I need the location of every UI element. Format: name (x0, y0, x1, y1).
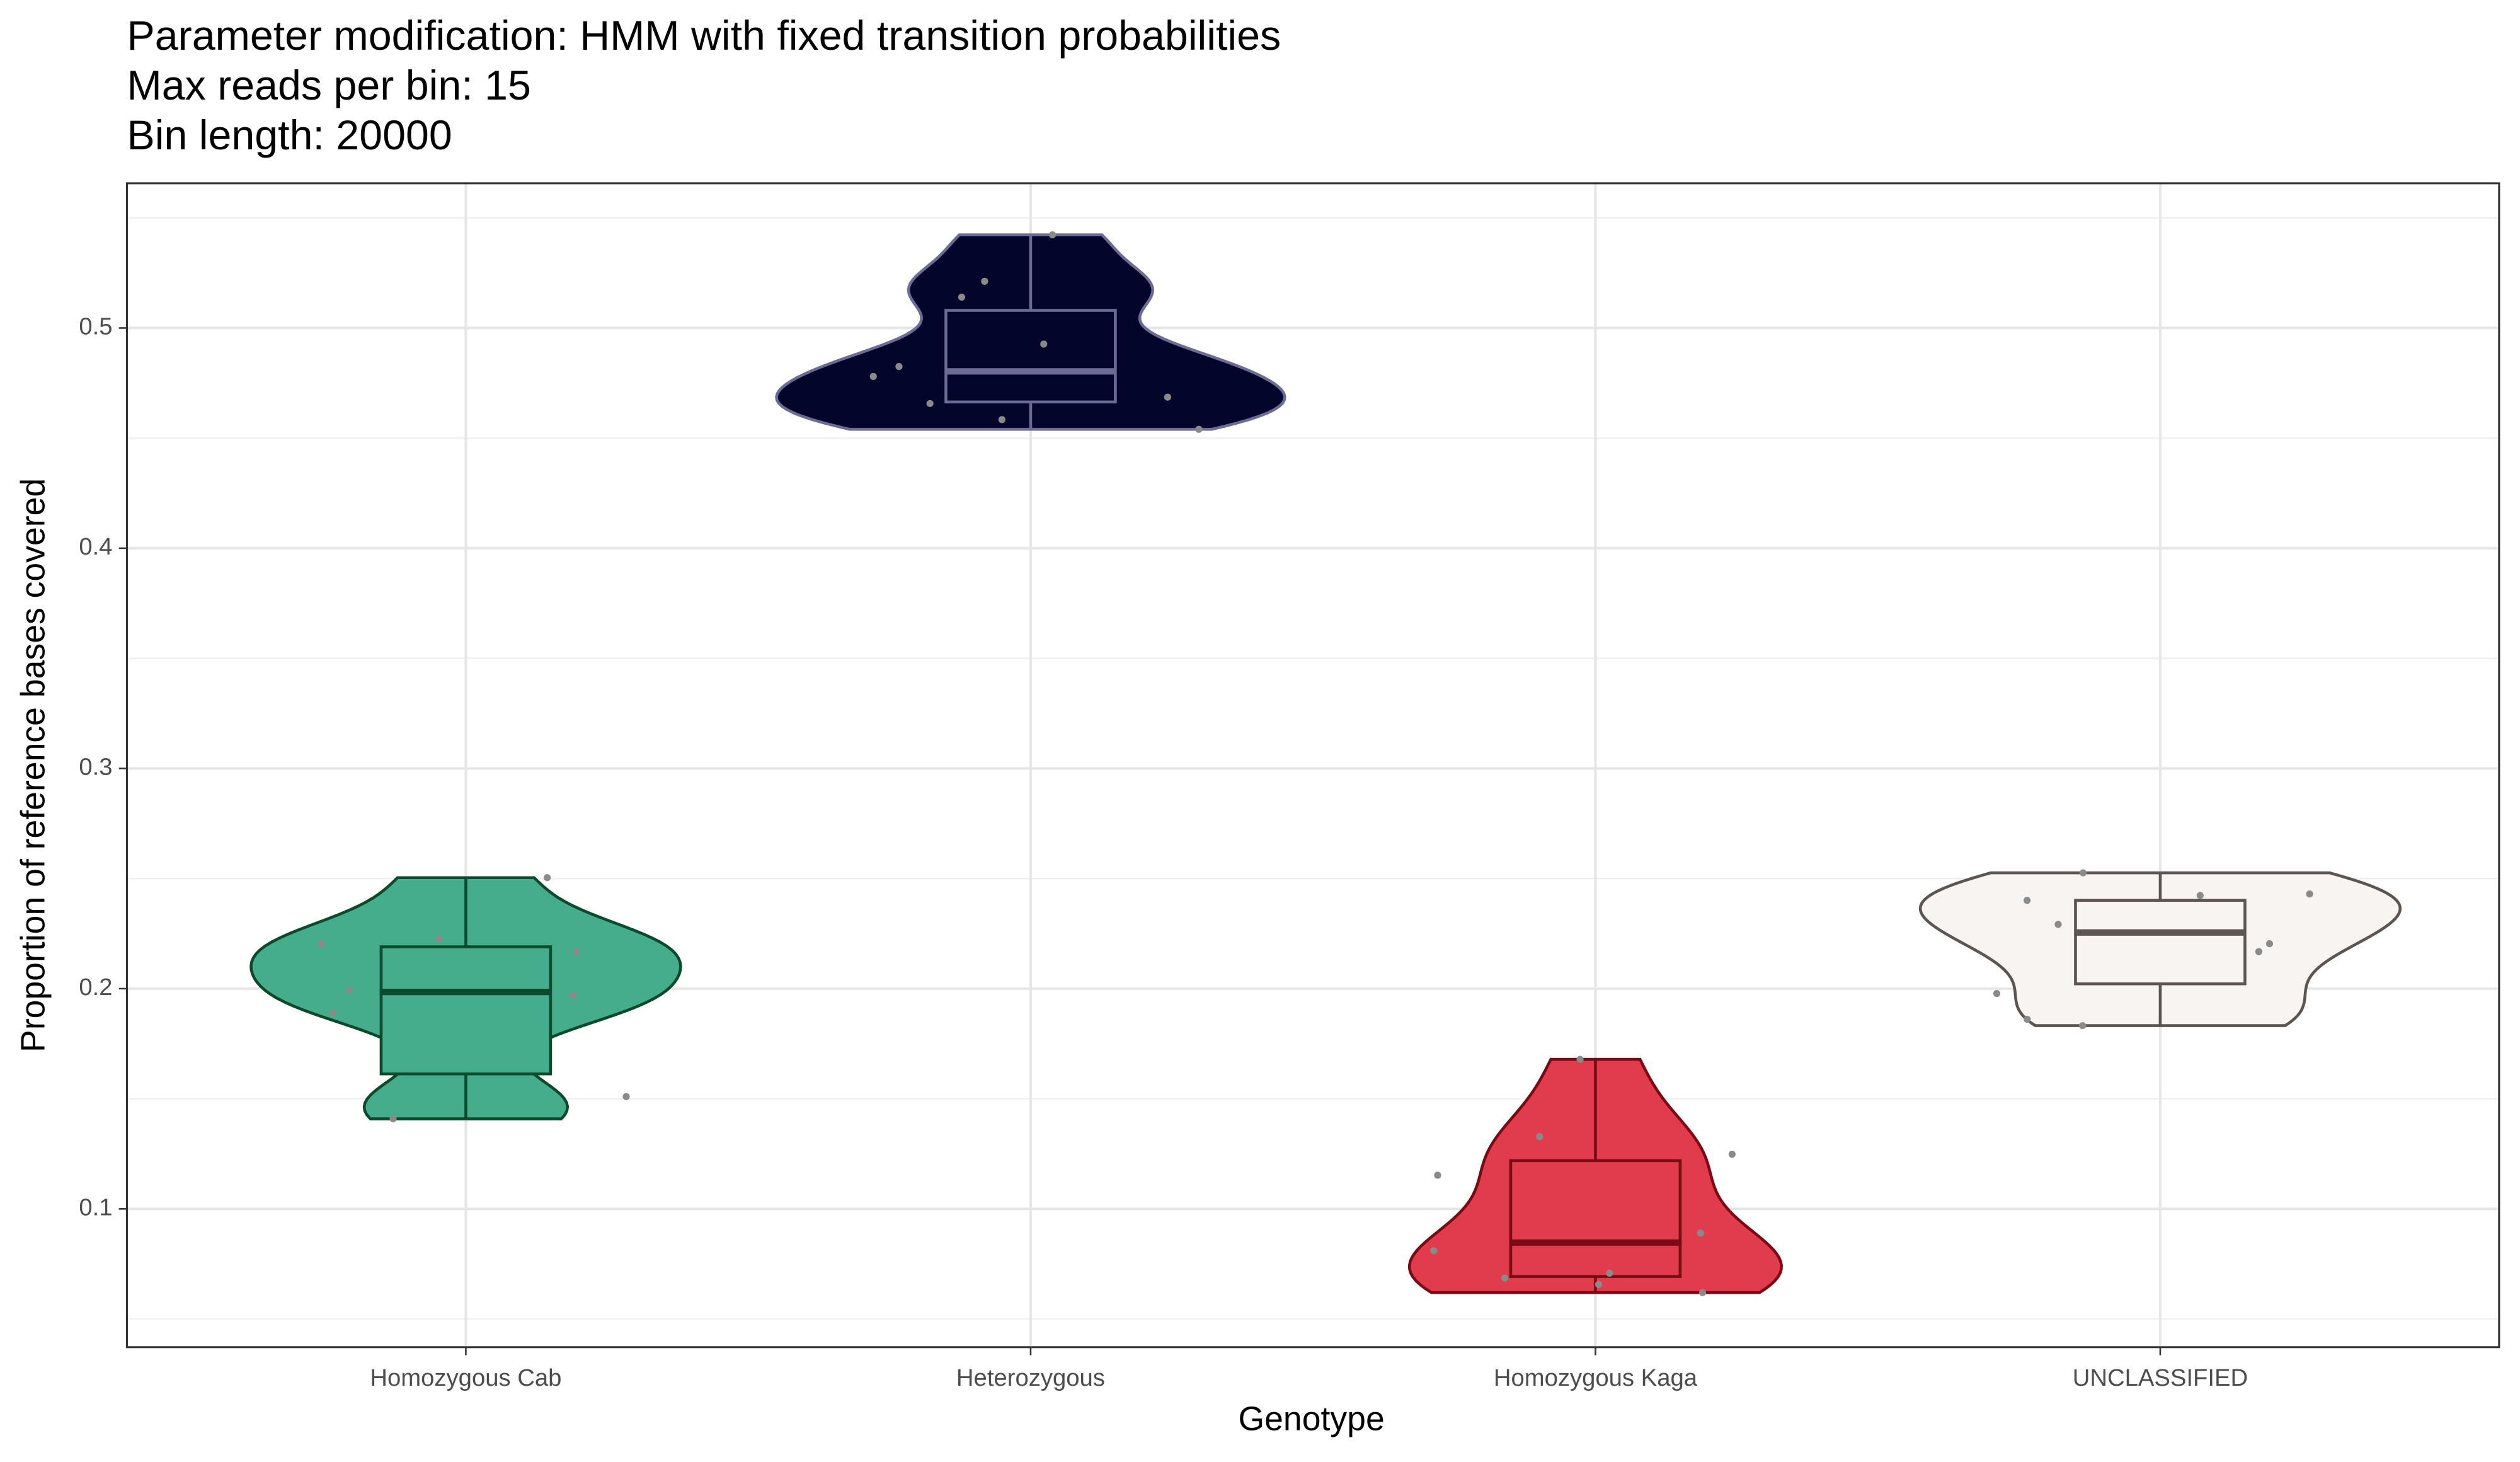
point (869, 372, 877, 380)
point (1164, 393, 1171, 401)
point (981, 277, 988, 285)
point (389, 1115, 397, 1123)
point (1434, 1171, 1441, 1179)
point (895, 363, 903, 371)
point (1040, 340, 1048, 348)
point (1728, 1151, 1736, 1158)
point (1195, 425, 1203, 433)
x-tick-label: Heterozygous (956, 1364, 1105, 1391)
y-tick-label: 0.1 (79, 1194, 112, 1221)
point (1536, 1133, 1544, 1141)
point (1576, 1056, 1584, 1063)
point (318, 940, 325, 948)
point (569, 991, 576, 999)
box (379, 945, 553, 1076)
point (2054, 921, 2062, 928)
point (1697, 1229, 1704, 1237)
point (1698, 1289, 1707, 1296)
x-axis-title: Genotype (1238, 1400, 1384, 1437)
point (2023, 897, 2031, 904)
y-axis-title: Proportion of reference bases covered (14, 478, 52, 1052)
x-tick-label: UNCLASSIFIED (2073, 1364, 2248, 1391)
point (2255, 948, 2263, 955)
x-tick-label: Homozygous Cab (370, 1364, 561, 1391)
point (1993, 989, 2001, 998)
point (2079, 1022, 2087, 1030)
point (622, 1093, 630, 1100)
y-tick-label: 0.4 (79, 533, 112, 560)
point (2196, 892, 2204, 899)
point (1430, 1247, 1438, 1255)
point (958, 293, 966, 301)
point (2024, 1015, 2031, 1023)
point (345, 986, 353, 994)
point (2079, 869, 2087, 877)
x-tick-label: Homozygous Kaga (1494, 1364, 1698, 1391)
point (435, 935, 442, 943)
point (2265, 940, 2274, 948)
point (1501, 1274, 1509, 1282)
point (998, 416, 1005, 423)
point (1606, 1269, 1613, 1277)
box (944, 309, 1117, 404)
point (926, 400, 934, 407)
chart-subtitle: Max reads per bin: 15 (127, 62, 531, 109)
box (2074, 899, 2247, 986)
point (2306, 890, 2313, 898)
chart-title: Parameter modification: HMM with fixed t… (127, 13, 1281, 59)
point (543, 874, 551, 882)
point (1048, 231, 1057, 239)
point (329, 1009, 337, 1016)
y-tick-label: 0.3 (79, 754, 112, 781)
point (1595, 1281, 1603, 1288)
y-tick-label: 0.2 (79, 974, 112, 1001)
point (572, 948, 580, 955)
y-tick-label: 0.5 (79, 313, 112, 340)
chart-subtitle: Bin length: 20000 (127, 112, 452, 159)
plot-border (125, 182, 2500, 1349)
box (1509, 1159, 1682, 1278)
